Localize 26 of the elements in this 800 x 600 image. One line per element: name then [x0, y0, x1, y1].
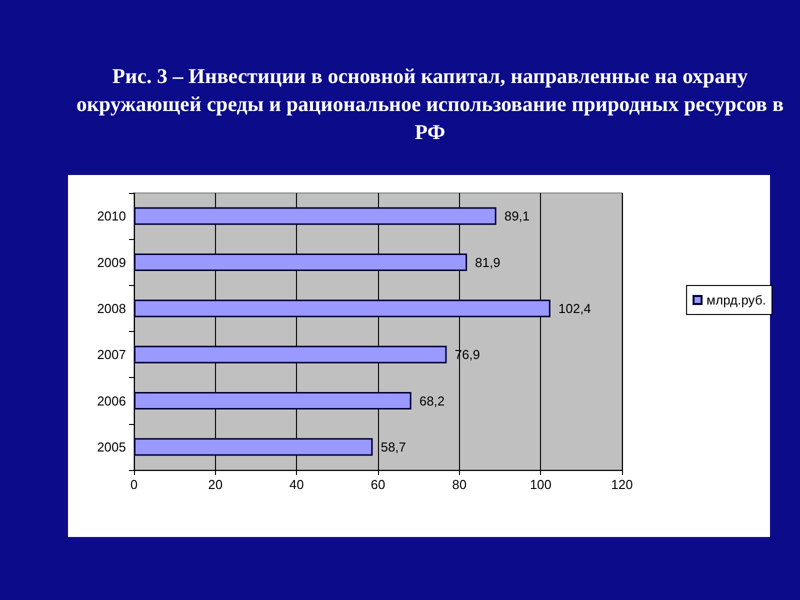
- y-tick-label: 2010: [97, 208, 126, 224]
- bar: [134, 300, 550, 318]
- x-tick-label: 120: [611, 477, 633, 492]
- bar: [134, 253, 468, 272]
- y-tick-label: 2006: [97, 393, 126, 408]
- x-tick-label: 20: [208, 477, 223, 492]
- bar: [134, 438, 373, 456]
- text: 68,2: [419, 393, 445, 408]
- text: 58,7: [380, 439, 406, 454]
- chart-title: Рис. 3 – Инвестиции в основной капитал, направленные на охрану окружающей среды и рациональное использование природных ресурсов в РФ: [75, 63, 785, 146]
- x-tick-label: 100: [530, 477, 552, 492]
- legend-label: млрд.руб.: [706, 292, 766, 308]
- bar: [134, 207, 496, 225]
- x-tick-label: 80: [452, 477, 467, 492]
- text: 81,9: [475, 254, 500, 270]
- bar: [134, 346, 447, 364]
- y-tick-label: 2005: [97, 439, 126, 454]
- text: 89,1: [504, 208, 530, 224]
- bar: [134, 392, 412, 410]
- y-tick-label: 2008: [97, 300, 126, 316]
- text: 102,4: [558, 300, 591, 316]
- y-tick-label: 2009: [97, 254, 126, 270]
- x-tick-label: 60: [370, 477, 386, 492]
- x-tick-label: 40: [289, 477, 304, 492]
- y-tick-label: 2007: [97, 347, 126, 362]
- x-tick-label: 0: [130, 477, 138, 492]
